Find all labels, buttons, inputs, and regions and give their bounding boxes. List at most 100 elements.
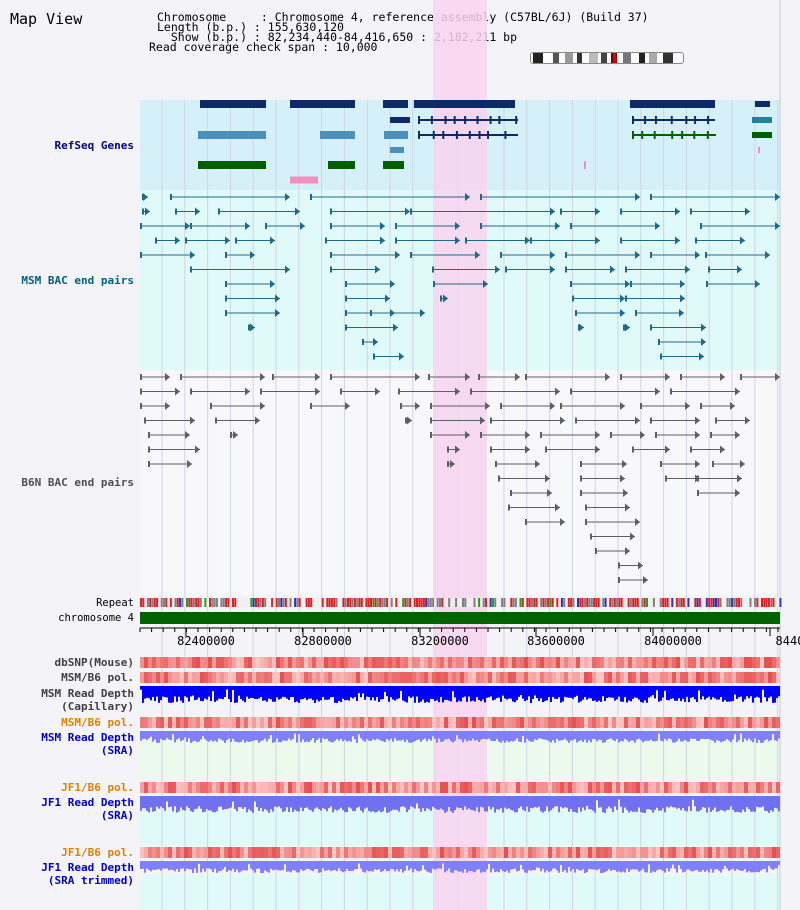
msm-bac-arrow	[393, 323, 398, 332]
msm-capillary-depth	[530, 686, 532, 703]
msm-capillary-depth	[268, 686, 270, 699]
msm-sra-depth	[190, 731, 192, 743]
jf1-sra-depth	[408, 796, 410, 810]
jf1-trim-depth	[160, 861, 162, 871]
jf1-sra-depth	[758, 796, 760, 808]
msm-sra-depth	[148, 731, 150, 739]
msm-sra-depth	[274, 731, 276, 743]
jf1-trim-depth	[142, 861, 144, 869]
b6n-bac-end	[540, 432, 542, 438]
dbsnp-strip	[200, 657, 204, 668]
jf1-b6-pol-trim-strip	[416, 847, 420, 858]
dbsnp-strip	[760, 657, 764, 668]
dbsnp-strip	[360, 657, 364, 668]
msm-capillary-depth	[406, 686, 408, 703]
msm-capillary-depth	[754, 686, 756, 698]
msm-sra-depth	[438, 731, 440, 739]
jf1-b6-pol-strip	[460, 782, 464, 793]
jf1-trim-depth	[454, 861, 456, 871]
jf1-trim-depth	[412, 861, 414, 873]
jf1-sra-depth	[546, 796, 548, 807]
dbsnp-strip	[336, 657, 340, 668]
jf1-sra-depth	[554, 796, 556, 807]
msm-b6-pol-strip	[772, 672, 776, 683]
msm-capillary-depth	[626, 686, 628, 703]
jf1-sra-depth	[642, 796, 644, 813]
refseq-gene	[328, 161, 355, 169]
repeat-element	[710, 598, 713, 607]
repeat-element	[675, 598, 678, 607]
repeat-element	[698, 598, 701, 607]
msm-b6-pol-sra-strip	[568, 717, 572, 728]
jf1-sra-depth	[304, 796, 306, 808]
msm-b6-pol-strip	[636, 672, 640, 683]
chromosome-ideogram[interactable]	[530, 52, 684, 64]
msm-capillary-depth	[390, 686, 392, 698]
jf1-sra-depth	[392, 796, 394, 810]
repeat-element	[409, 598, 412, 607]
refseq-gene	[390, 117, 410, 123]
msm-capillary-depth	[368, 686, 370, 698]
msm-capillary-depth	[552, 686, 554, 697]
msm-capillary-depth	[290, 686, 292, 698]
msm-capillary-depth	[314, 686, 316, 703]
msm-capillary-depth	[686, 686, 688, 697]
msm-capillary-depth	[438, 686, 440, 703]
msm-b6-pol-sra-strip	[644, 717, 648, 728]
jf1-trim-depth	[776, 861, 778, 869]
jf1-b6-pol-strip	[184, 782, 188, 793]
msm-sra-depth	[264, 731, 266, 739]
jf1-trim-depth	[296, 861, 298, 873]
msm-sra-depth	[422, 731, 424, 740]
msm-capillary-depth	[554, 686, 556, 699]
msm-capillary-depth	[488, 686, 490, 698]
jf1-trim-depth	[342, 861, 344, 873]
jf1-trim-depth	[442, 861, 444, 864]
repeat-element	[510, 598, 513, 607]
msm-b6-pol-sra-strip	[560, 717, 564, 728]
repeat-element	[641, 598, 644, 607]
jf1-trim-depth	[308, 861, 310, 870]
dbsnp-strip	[264, 657, 268, 668]
repeat-element	[202, 598, 205, 607]
msm-capillary-depth	[512, 686, 514, 702]
msm-b6-pol-sra-strip	[412, 717, 416, 728]
b6n-bac-arrow	[720, 445, 725, 454]
dbsnp-strip	[524, 657, 528, 668]
b6n-bac-arrow	[560, 416, 565, 425]
jf1-b6-pol-strip	[216, 782, 220, 793]
msm-bac-arrow	[420, 309, 425, 317]
jf1-b6-pol-strip	[688, 782, 692, 793]
jf1-sra-depth	[412, 796, 414, 808]
dbsnp-strip	[544, 657, 548, 668]
msm-b6-pol-strip	[640, 672, 644, 683]
msm-capillary-depth	[442, 686, 444, 703]
msm-capillary-depth	[318, 686, 320, 702]
msm-sra-depth	[328, 731, 330, 742]
repeat-element	[151, 598, 154, 607]
repeat-element	[427, 598, 430, 607]
jf1-b6-pol-strip	[140, 782, 144, 793]
msm-b6-pol-sra-strip	[656, 717, 660, 728]
msm-capillary-depth	[762, 686, 764, 690]
gene-exon	[453, 116, 456, 124]
msm-sra-depth	[168, 731, 170, 740]
msm-sra-depth	[372, 731, 374, 740]
jf1-b6-pol-trim-strip	[372, 847, 376, 858]
jf1-sra-depth	[310, 796, 312, 811]
repeat-element	[381, 598, 384, 607]
msm-bac-arrow	[595, 207, 600, 216]
jf1-trim-depth	[476, 861, 478, 870]
msm-sra-depth	[342, 731, 344, 742]
msm-b6-pol-sra-strip	[492, 717, 496, 728]
repeat-element	[565, 598, 568, 607]
msm-sra-depth	[776, 731, 778, 741]
jf1-trim-depth	[470, 861, 472, 872]
msm-b6-pol-strip	[660, 672, 664, 683]
msm-b6-pol-strip	[420, 672, 424, 683]
jf1-sra-depth	[246, 796, 248, 813]
msm-bac-arrow	[655, 222, 660, 230]
b6n-bac-end	[210, 403, 212, 409]
jf1-b6-pol-trim-strip	[172, 847, 176, 858]
